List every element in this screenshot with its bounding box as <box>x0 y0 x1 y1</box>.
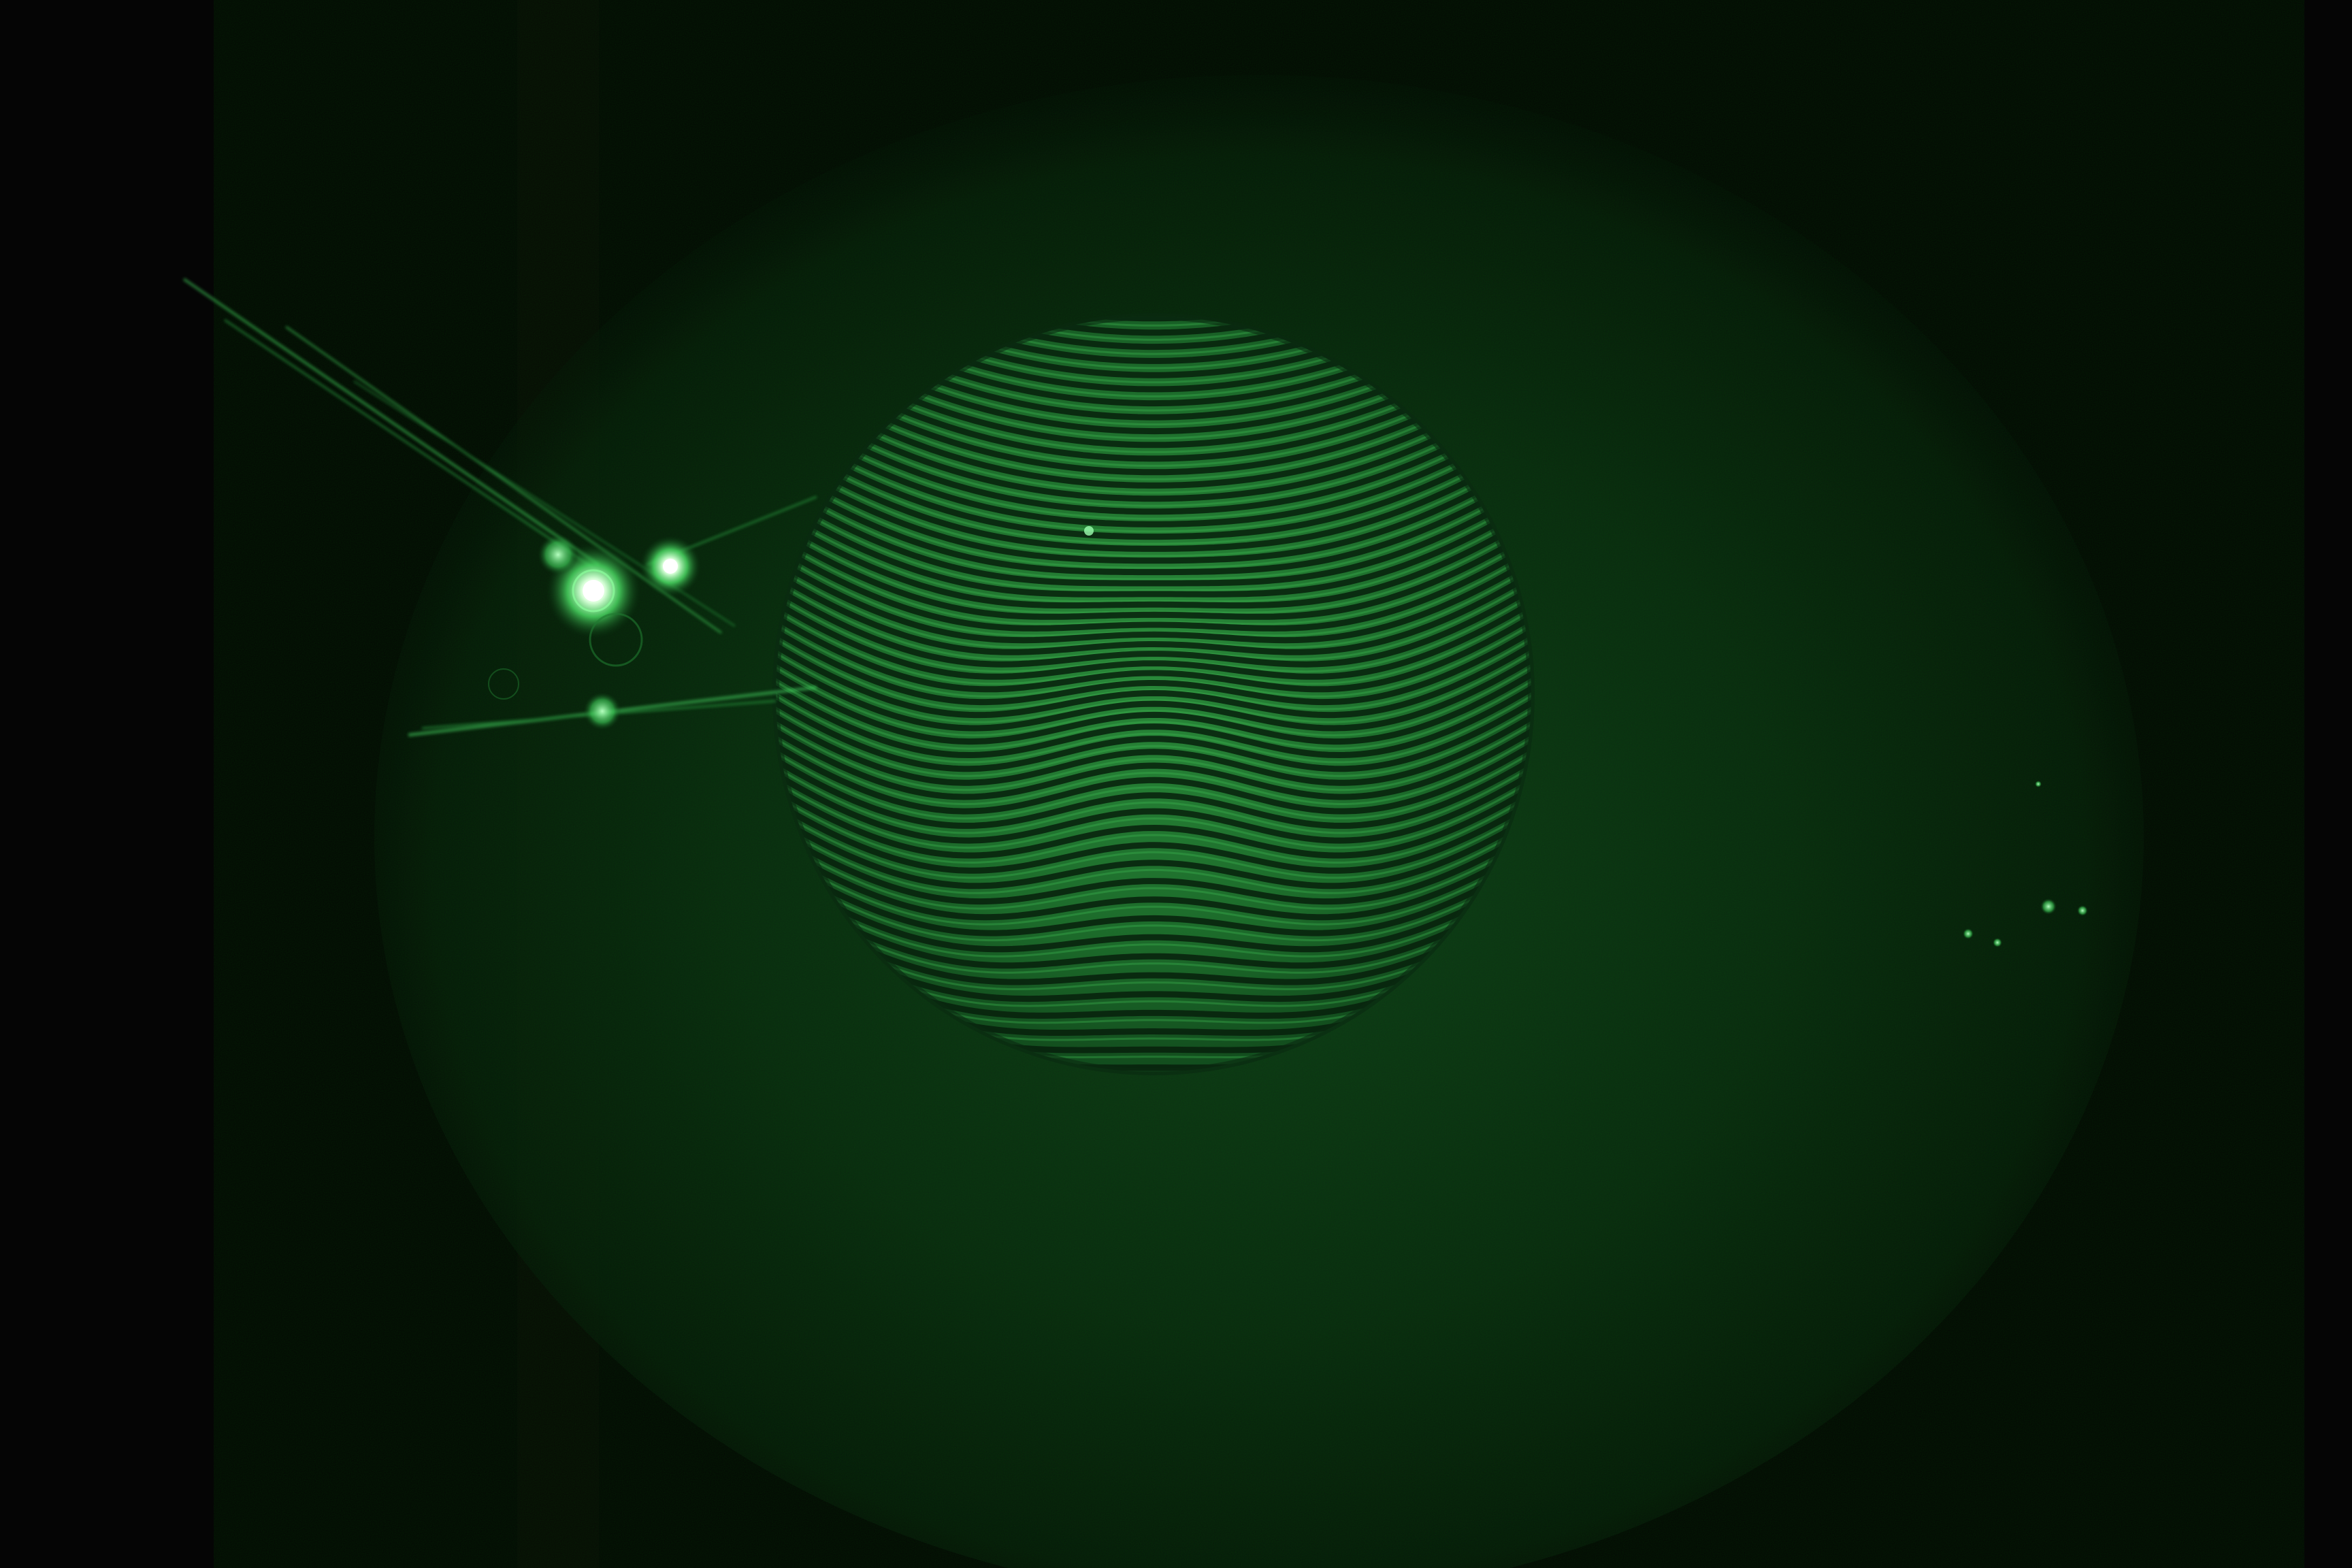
fringe-highlight <box>776 515 1531 614</box>
fringe-line <box>776 377 1531 502</box>
fringe-line <box>776 477 1531 587</box>
fringe-line <box>776 363 1531 489</box>
right-speckles <box>1963 781 2088 947</box>
glare-spot-third <box>538 534 578 575</box>
fringe-line <box>776 720 1531 800</box>
fringe-line <box>776 391 1531 515</box>
fringe-line <box>776 863 1531 953</box>
glare-ring-faint-2 <box>488 668 519 700</box>
fringe-highlight <box>776 358 1531 480</box>
fringe-highlight <box>776 701 1531 777</box>
fringe-highlight <box>776 672 1531 750</box>
fringe-line <box>776 677 1531 759</box>
fringe-line <box>776 577 1531 668</box>
fringe-highlight <box>776 444 1531 557</box>
fringe-highlight <box>776 316 1531 355</box>
fringe-highlight <box>776 772 1531 849</box>
fringe-line <box>776 877 1531 969</box>
glare-ring-faint <box>589 612 643 667</box>
fringe-highlight <box>776 658 1531 737</box>
fringe-line <box>776 620 1531 706</box>
fringe-line <box>776 791 1531 874</box>
fringe-line <box>776 806 1531 889</box>
fringe-line <box>776 691 1531 772</box>
fringe-line <box>776 316 1531 350</box>
fringe-line <box>776 316 1531 336</box>
fringe-line <box>776 606 1531 693</box>
fringe-line <box>776 406 1531 527</box>
fringe-line <box>776 549 1531 644</box>
fringe-line <box>776 463 1531 576</box>
fringe-line <box>776 706 1531 786</box>
fringe-highlight <box>776 415 1531 533</box>
fringe-line <box>776 434 1531 552</box>
fringe-highlight <box>776 316 1531 370</box>
fringe-highlight <box>776 644 1531 723</box>
fringe-highlight <box>776 487 1531 591</box>
fringe-line <box>776 520 1531 620</box>
fringe-line <box>776 749 1531 829</box>
fringe-line <box>776 734 1531 815</box>
fringe-highlight <box>776 458 1531 569</box>
fringe-highlight <box>776 630 1531 710</box>
fringe-highlight <box>776 730 1531 806</box>
fringe-highlight <box>776 687 1531 764</box>
glare-spot-core <box>583 580 604 602</box>
fringe-highlight <box>776 872 1531 958</box>
disk-speck <box>1084 526 1094 536</box>
fringe-line <box>776 506 1531 609</box>
fringe-highlight <box>776 830 1531 910</box>
fringe-line <box>776 849 1531 936</box>
fringe-disk-edge <box>772 313 1535 1075</box>
fringe-highlight <box>776 758 1531 834</box>
fringe-highlight <box>776 858 1531 942</box>
fringe-highlight <box>776 316 1531 341</box>
fringe-line <box>776 316 1531 364</box>
fringe-line <box>776 634 1531 719</box>
fringe-highlight <box>776 316 1531 327</box>
fringe-highlight <box>776 501 1531 603</box>
fringe-highlight <box>776 801 1531 879</box>
fringe-line <box>776 649 1531 732</box>
fringe-highlight <box>776 744 1531 820</box>
glare-spot-low <box>583 692 621 730</box>
fringe-line <box>776 834 1531 921</box>
fringe-highlight <box>776 387 1531 507</box>
fringe-line <box>776 591 1531 680</box>
fringe-highlight <box>776 887 1531 974</box>
glare-spot-ring <box>572 569 615 612</box>
fringe-highlight <box>776 372 1531 494</box>
fringe-highlight <box>776 844 1531 926</box>
fringe-highlight <box>776 815 1531 894</box>
fringe-line <box>776 420 1531 540</box>
fringe-highlight <box>776 787 1531 864</box>
laser-glare-cluster <box>182 278 817 737</box>
fringe-line <box>776 777 1531 859</box>
fringe-line <box>776 763 1531 844</box>
fringe-line <box>776 663 1531 745</box>
fringe-highlight <box>776 715 1531 791</box>
fringe-highlight <box>776 429 1531 545</box>
fringe-highlight <box>776 472 1531 581</box>
fringe-highlight <box>776 401 1531 520</box>
glare-spot-second-core <box>663 559 678 574</box>
fringe-line <box>776 892 1531 985</box>
fringe-line <box>776 448 1531 564</box>
fringe-line <box>776 820 1531 905</box>
fringe-line <box>776 534 1531 632</box>
fringe-line <box>776 491 1531 598</box>
fringe-line <box>776 563 1531 655</box>
